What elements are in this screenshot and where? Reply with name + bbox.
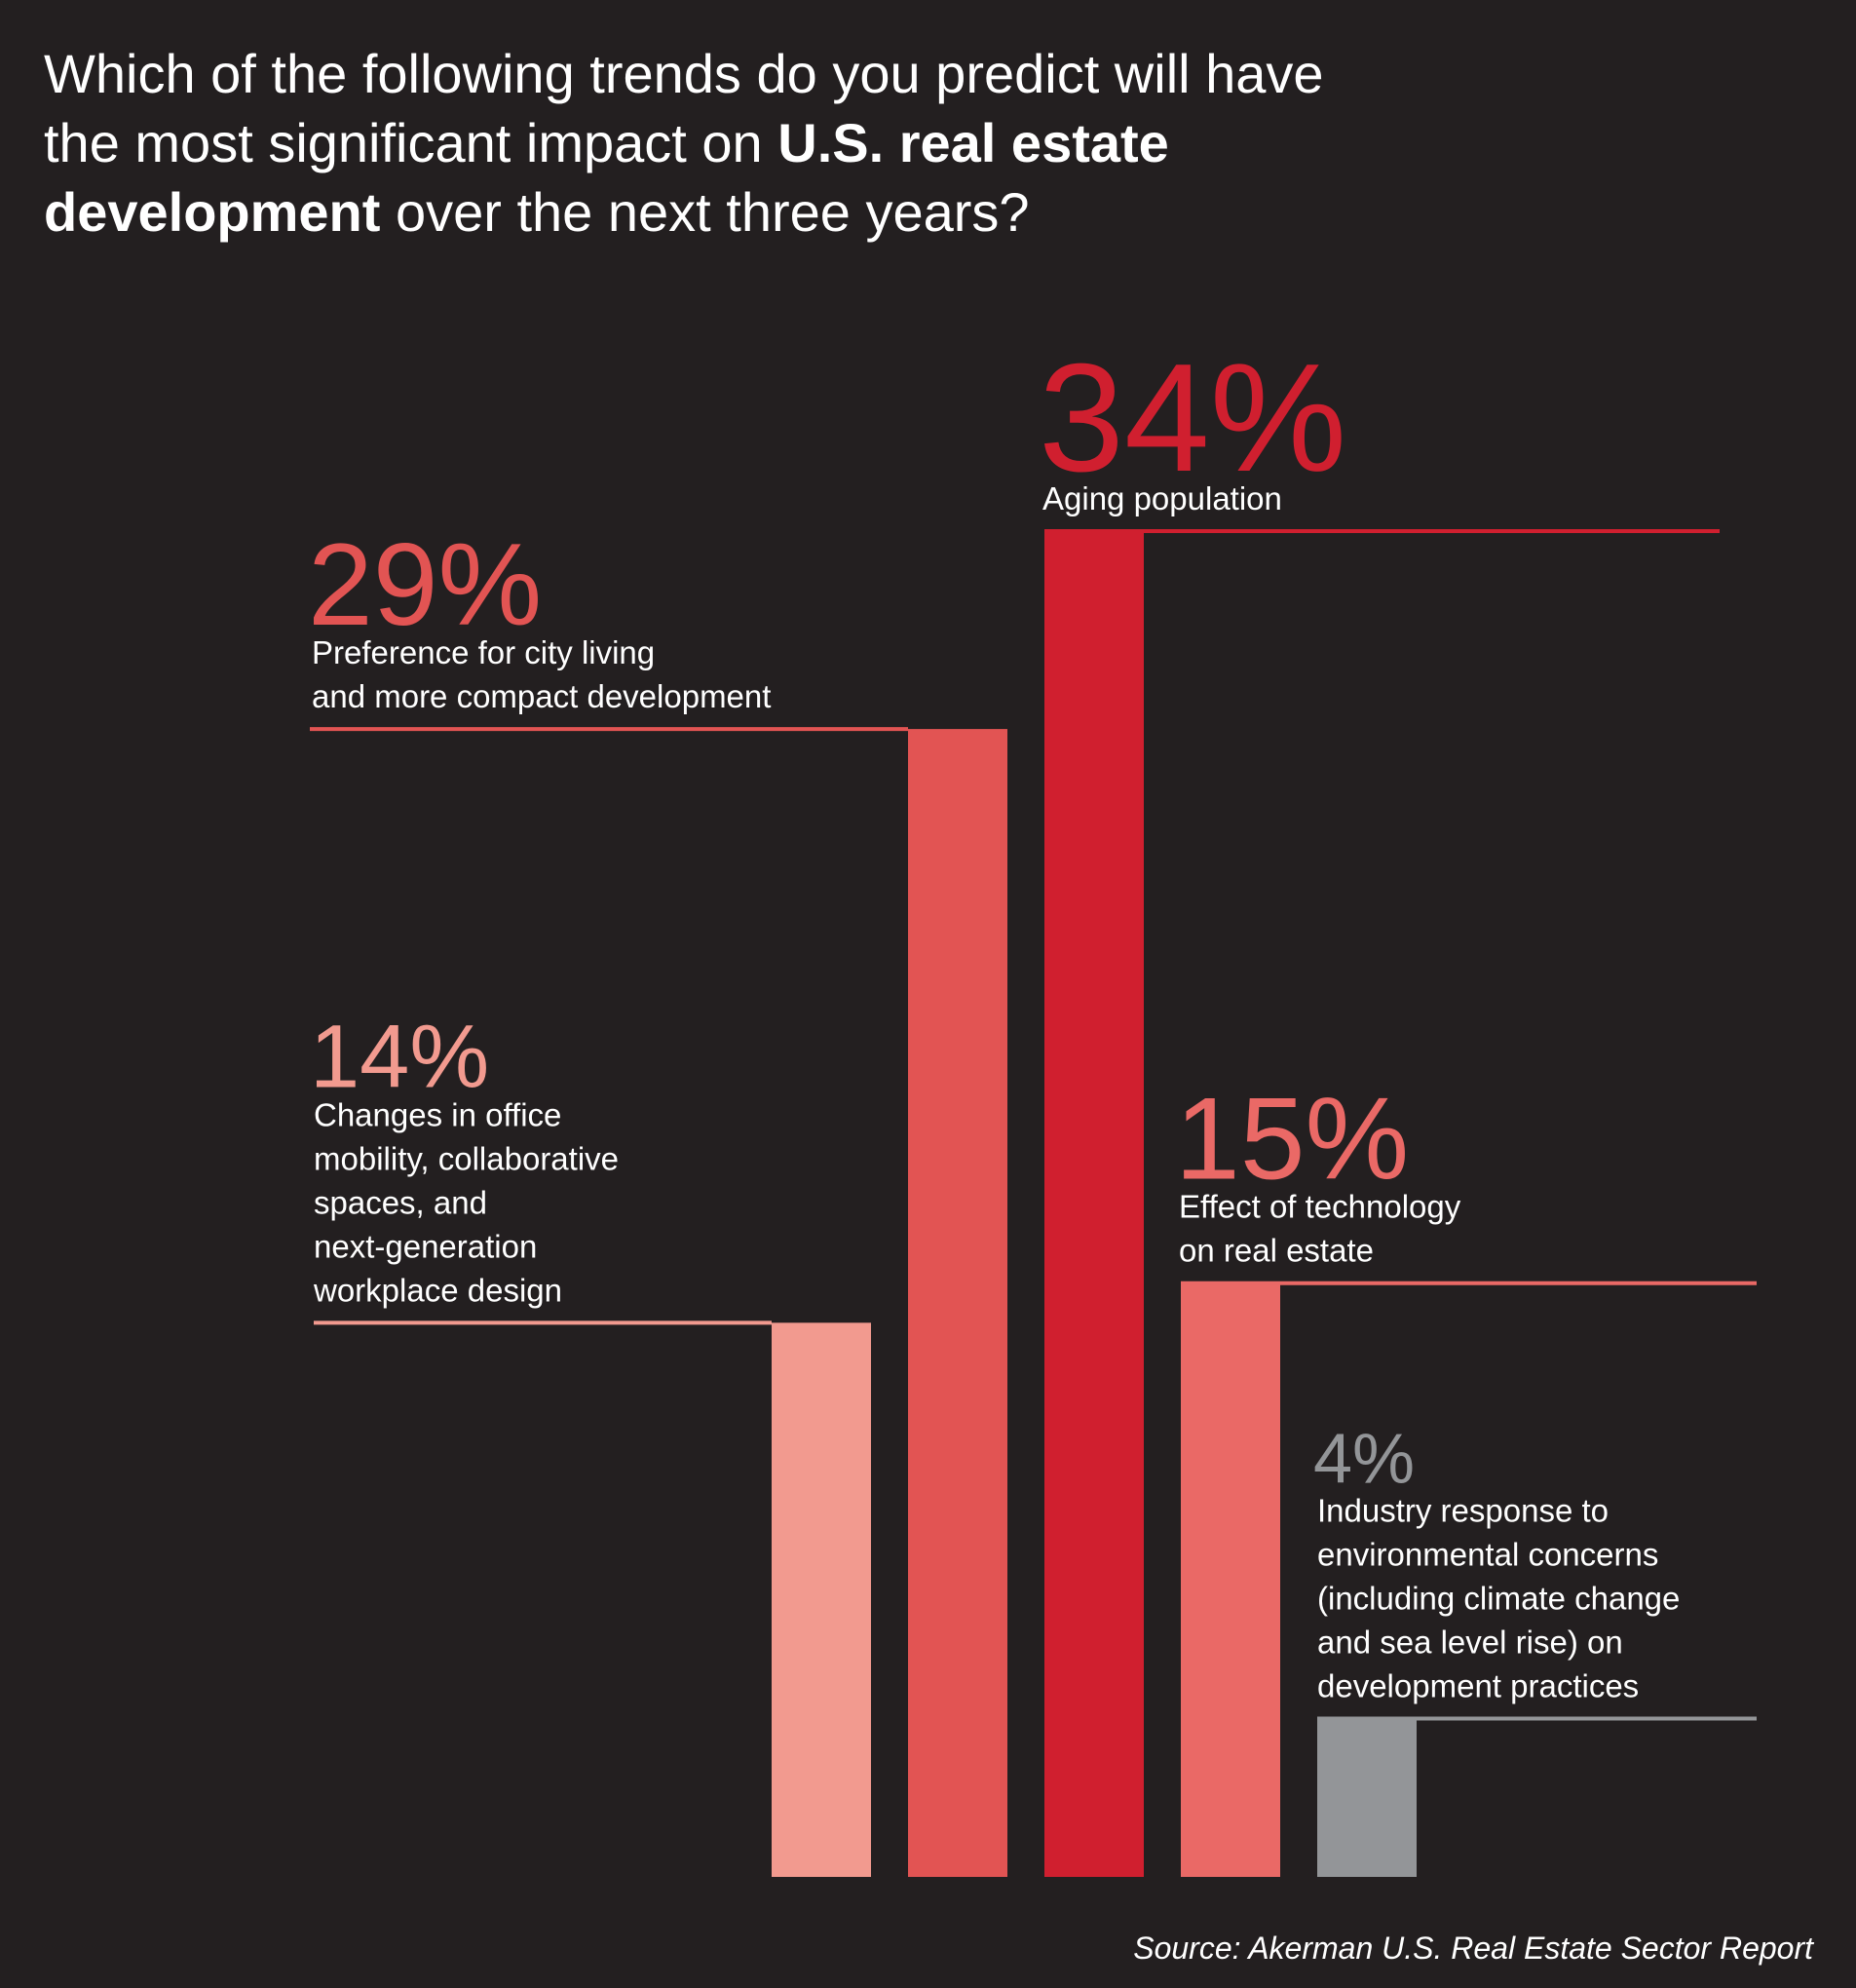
category-label-5-line-4: and sea level rise) on	[1317, 1625, 1623, 1661]
title-bold-part: U.S. real estate development	[44, 112, 1169, 243]
category-label-1-line-2: mobility, collaborative	[314, 1140, 619, 1176]
category-label-1-line-4: next-generation	[314, 1228, 537, 1264]
value-label-1: 14%	[310, 1007, 489, 1106]
category-label-5-line-1: Industry response to	[1317, 1493, 1609, 1529]
title-part-2: over the next three years?	[380, 181, 1030, 243]
title-part-1: Which of the following trends do you pre…	[44, 43, 1324, 173]
bar-2	[908, 729, 1007, 1877]
category-label-5-line-5: development practices	[1317, 1668, 1639, 1704]
bar-5	[1317, 1718, 1417, 1877]
value-label-2: 29%	[308, 519, 542, 650]
category-label-5-line-3: (including climate change	[1317, 1581, 1680, 1617]
bar-3	[1044, 531, 1144, 1877]
bar-1	[772, 1322, 871, 1877]
category-label-4-line-1: Effect of technology	[1179, 1189, 1461, 1225]
category-label-1-line-1: Changes in office	[314, 1096, 561, 1132]
category-label-2-line-2: and more compact development	[312, 678, 771, 714]
source-note: Source: Akerman U.S. Real Estate Sector …	[1133, 1931, 1813, 1966]
value-label-3: 34%	[1039, 332, 1346, 504]
category-label-3-line-1: Aging population	[1042, 480, 1282, 516]
category-label-5-line-2: environmental concerns	[1317, 1537, 1658, 1573]
value-label-4: 15%	[1175, 1074, 1409, 1204]
bar-4	[1181, 1282, 1280, 1877]
chart-title: Which of the following trends do you pre…	[44, 39, 1330, 247]
category-label-2-line-1: Preference for city living	[312, 634, 655, 670]
category-label-1-line-3: spaces, and	[314, 1184, 487, 1220]
category-label-1-line-5: workplace design	[313, 1272, 562, 1308]
category-label-4-line-2: on real estate	[1179, 1233, 1374, 1269]
value-label-5: 4%	[1313, 1421, 1415, 1499]
